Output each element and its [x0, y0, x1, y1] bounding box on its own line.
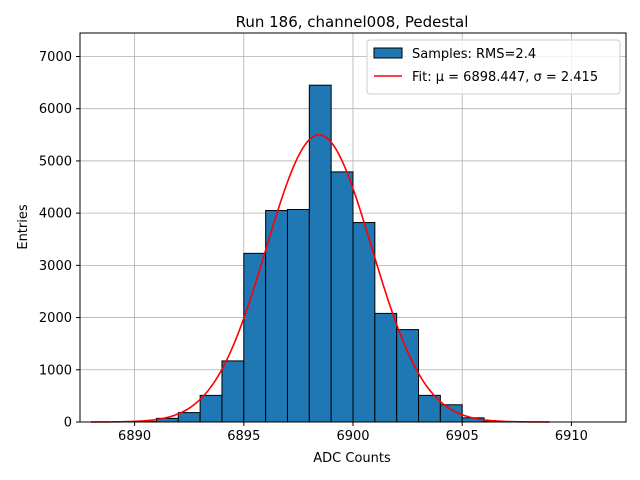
x-tick-label: 6905: [446, 429, 479, 444]
x-axis: 6890 6895 6900 6905 6910: [118, 422, 588, 444]
y-axis: 0 1000 2000 3000 4000 5000 6000 7000: [39, 50, 80, 431]
x-tick-label: 6910: [555, 429, 588, 444]
y-tick-label: 5000: [39, 154, 72, 169]
legend: Samples: RMS=2.4 Fit: μ = 6898.447, σ = …: [366, 39, 621, 95]
legend-swatch-samples: [373, 47, 403, 59]
x-tick-label: 6895: [227, 429, 260, 444]
y-tick-label: 7000: [39, 50, 72, 65]
y-tick-label: 1000: [39, 363, 72, 378]
plot-area: [79, 32, 627, 423]
histogram-bar: [352, 222, 376, 423]
legend-label-fit: Fit: μ = 6898.447, σ = 2.415: [412, 70, 598, 85]
histogram-bar: [177, 412, 201, 423]
histogram-bar: [374, 312, 398, 423]
legend-label-samples: Samples: RMS=2.4: [412, 47, 536, 62]
chart-title: Run 186, channel008, Pedestal: [236, 13, 469, 31]
histogram-bar: [330, 171, 354, 423]
y-tick-label: 0: [64, 416, 72, 431]
x-axis-title: ADC Counts: [313, 451, 391, 466]
histogram-bar: [396, 329, 420, 423]
legend-box: [366, 39, 621, 95]
histogram-bar: [221, 360, 245, 423]
histogram-bar: [265, 210, 288, 423]
x-tick-label: 6900: [336, 429, 369, 444]
histogram-bar: [199, 394, 223, 423]
y-tick-label: 2000: [39, 311, 72, 326]
y-tick-label: 3000: [39, 259, 72, 274]
y-axis-title: Entries: [16, 204, 31, 250]
y-tick-label: 4000: [39, 207, 72, 222]
histogram-bar: [243, 252, 267, 423]
histogram-bar: [308, 84, 332, 423]
y-tick-label: 6000: [39, 102, 72, 117]
histogram-bar: [286, 208, 310, 423]
x-tick-label: 6890: [118, 429, 151, 444]
fit-curve: [90, 134, 550, 423]
